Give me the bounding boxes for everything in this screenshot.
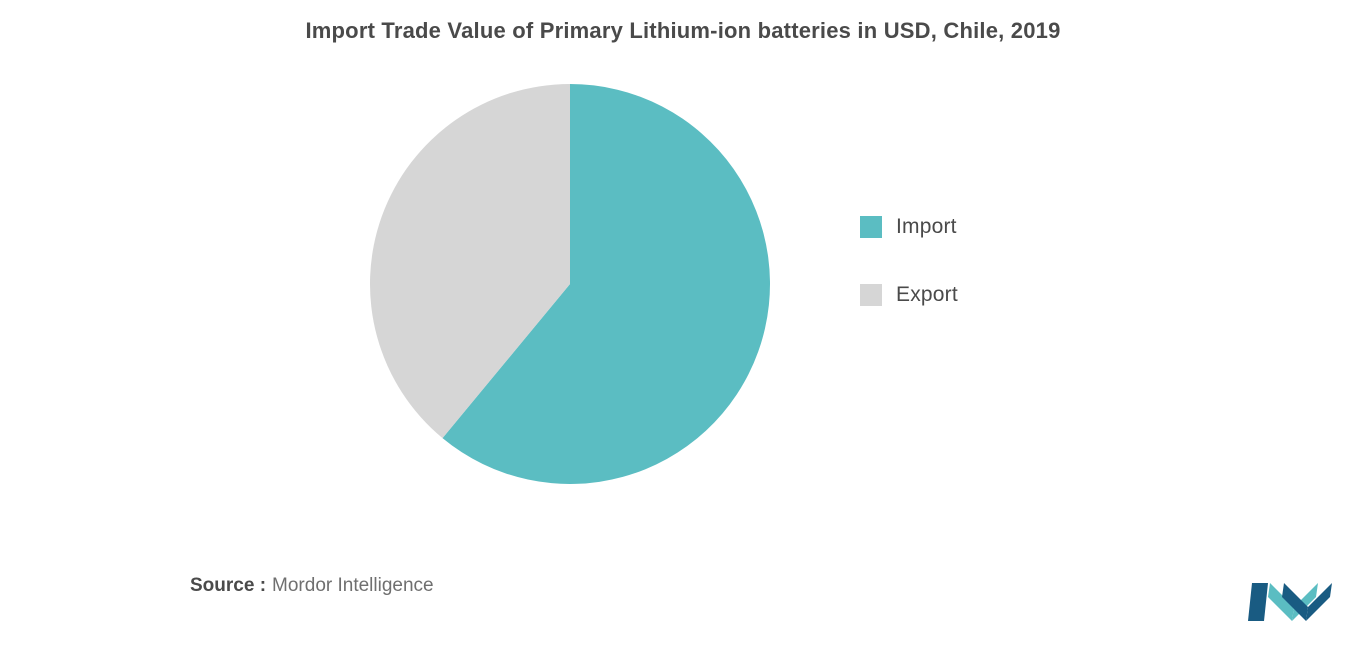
logo-bar: [1248, 583, 1268, 621]
pie-svg: [370, 84, 770, 484]
source-text: Mordor Intelligence: [272, 575, 434, 597]
source-line: Source : Mordor Intelligence: [190, 575, 434, 597]
legend-swatch: [860, 284, 882, 306]
chart-container: Import Trade Value of Primary Lithium-io…: [0, 0, 1366, 655]
legend-label: Export: [896, 283, 958, 307]
legend: Import Export: [860, 215, 958, 307]
pie-chart: [370, 84, 770, 484]
mordor-logo-svg: [1248, 571, 1338, 625]
chart-title: Import Trade Value of Primary Lithium-io…: [0, 18, 1366, 44]
mordor-logo-icon: [1248, 571, 1338, 625]
legend-swatch: [860, 216, 882, 238]
legend-item-import: Import: [860, 215, 958, 239]
source-label: Source :: [190, 575, 266, 597]
legend-label: Import: [896, 215, 957, 239]
legend-item-export: Export: [860, 283, 958, 307]
